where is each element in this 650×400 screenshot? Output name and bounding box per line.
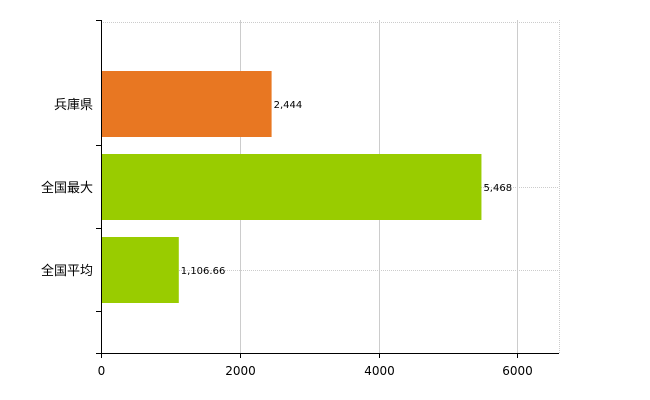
category-label-0: 兵庫県 — [54, 98, 93, 113]
x-tick-label-3: 6000 — [502, 364, 533, 378]
data-label-2: 1,106.66 — [181, 266, 226, 277]
x-tick-label-2: 4000 — [364, 364, 395, 378]
axes — [96, 20, 559, 358]
bar-2 — [102, 237, 179, 303]
bar-0 — [102, 71, 272, 137]
category-label-2: 全国平均 — [41, 263, 93, 279]
data-label-1: 5,468 — [483, 183, 512, 194]
x-tick-label-1: 2000 — [225, 364, 256, 378]
labels: 2,444 兵庫県 5,468 全国最大 1,106.66 全国平均 0 2000 4000 60… — [41, 98, 533, 378]
data-label-0: 2,444 — [274, 100, 303, 111]
bar-1 — [102, 154, 482, 220]
category-label-1: 全国最大 — [41, 180, 93, 196]
x-tick-label-0: 0 — [98, 364, 106, 378]
bars — [102, 71, 482, 303]
